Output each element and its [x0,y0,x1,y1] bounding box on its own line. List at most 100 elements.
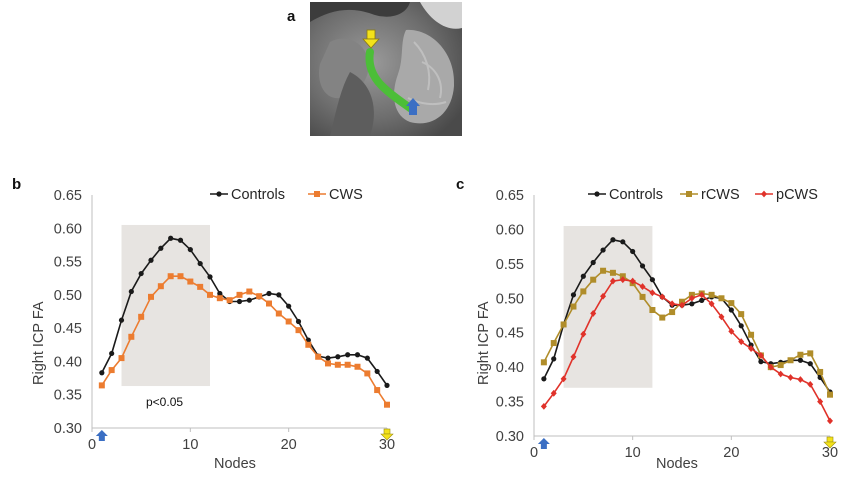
data-point-controls [758,359,764,365]
data-point-pcws [777,370,784,378]
data-point-controls [295,318,302,325]
data-point-rcws [767,364,774,371]
data-point-controls [699,297,705,303]
data-point-cws [384,401,390,408]
x-axis-label: Nodes [214,456,256,472]
data-point-pcws [609,277,616,285]
data-point-cws [207,291,213,298]
data-point-controls [797,357,804,363]
y-tick-label: 0.35 [496,395,524,411]
mri-dark-lower-region [330,72,374,136]
data-point-rcws [708,291,715,298]
data-point-pcws [639,283,646,290]
data-point-controls [128,288,134,295]
data-point-pcws [698,291,705,299]
series-line-cws [101,275,388,406]
x-tick-label: 20 [723,445,739,461]
y-axis-label: Right ICP FA [31,301,47,385]
data-point-rcws [679,298,685,305]
data-point-controls [158,245,164,251]
data-point-rcws [659,314,666,321]
data-point-rcws [718,295,725,302]
y-tick-label: 0.40 [496,360,524,376]
data-point-controls [217,290,223,297]
data-point-rcws [619,273,626,280]
data-point-controls [325,355,331,361]
y-tick-label: 0.45 [54,321,82,337]
data-point-cws [325,360,331,367]
legend-label-cws: CWS [329,187,363,203]
data-point-cws [354,363,361,370]
blue-up-arrow-icon [406,98,420,115]
data-point-controls [570,292,577,298]
data-point-rcws [807,350,814,357]
data-point-cws [315,353,322,360]
legend-item-rcws: rCWS [680,187,740,203]
data-point-controls [138,270,144,277]
data-point-controls [236,298,243,305]
data-point-controls [384,382,390,388]
legend-swatch-marker [686,191,692,197]
data-point-cws [305,341,312,348]
data-point-cws [118,355,125,362]
data-point-cws [177,273,184,280]
legend-label-controls: Controls [609,187,663,203]
data-point-controls [689,301,695,307]
panel-label-b: b [12,176,22,193]
data-point-cws [138,313,145,320]
mri-dark-region [310,2,410,22]
data-point-controls [659,294,665,300]
data-point-controls [649,277,656,283]
data-point-cws [334,361,341,368]
data-point-controls [118,317,125,323]
data-point-rcws [728,300,735,307]
legend-label-pcws: pCWS [776,187,818,203]
data-point-rcws [827,391,833,398]
series-line-pcws [543,278,831,422]
data-point-controls [718,295,725,301]
data-point-pcws [619,276,626,284]
legend-item-controls: Controls [210,187,285,203]
y-tick-label: 0.50 [496,291,524,307]
data-point-rcws [570,303,577,310]
data-point-rcws [698,290,705,297]
data-point-cws [256,293,263,300]
yellow-down-arrow-icon [362,29,380,49]
blue-up-arrow-icon [95,430,108,441]
data-point-controls [787,357,794,363]
data-point-rcws [540,359,547,366]
mri-bright-region [420,2,462,29]
data-point-controls [374,368,380,375]
data-point-controls [728,307,734,313]
data-point-pcws [649,289,656,297]
data-point-controls [669,302,675,308]
panel-label-a: a [287,8,296,25]
data-point-pcws [580,330,587,338]
data-point-controls [335,354,341,360]
data-point-rcws [600,267,607,274]
data-point-controls [827,389,833,395]
data-point-rcws [649,306,656,313]
data-point-pcws [757,352,764,359]
data-point-cws [266,300,272,307]
data-point-pcws [817,398,824,405]
y-tick-label: 0.60 [496,222,524,238]
data-point-controls [541,376,547,382]
data-point-rcws [629,280,636,287]
legend-swatch-marker [594,191,600,197]
data-point-controls [286,303,292,309]
y-tick-label: 0.55 [54,255,82,271]
mri-image [310,2,462,136]
data-point-controls [99,370,105,376]
data-point-controls [354,352,361,358]
data-point-rcws [817,368,824,375]
legend-item-cws: CWS [308,187,363,203]
data-point-cws [148,293,154,300]
legend-item-pcws: pCWS [755,187,818,203]
data-point-cws [226,297,233,304]
data-point-pcws [688,294,695,302]
data-point-rcws [639,293,646,300]
data-point-cws [108,367,115,374]
data-point-rcws [580,288,587,295]
data-point-pcws [827,417,833,425]
